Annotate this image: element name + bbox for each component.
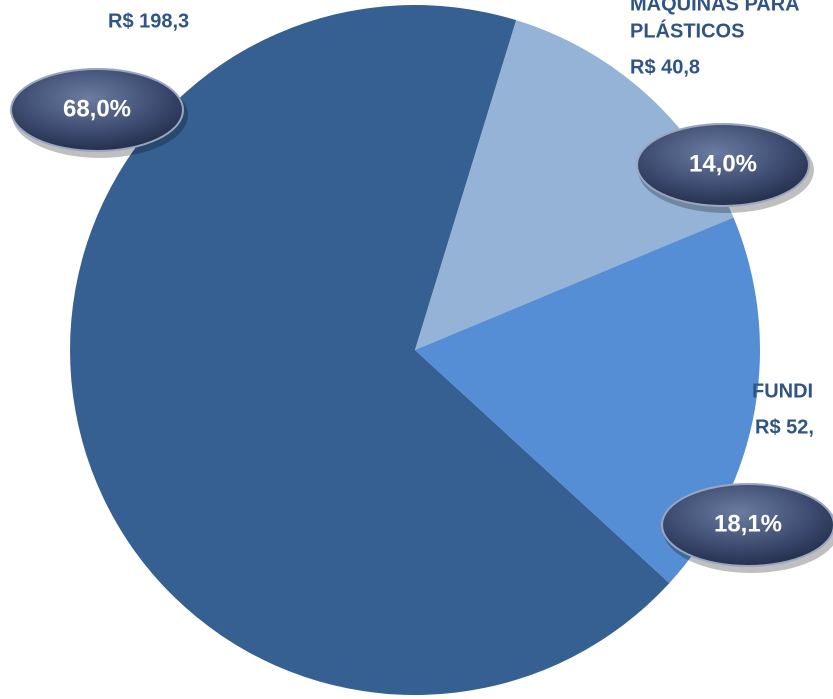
percent-label: 14,0% xyxy=(689,150,757,177)
amount-label: R$ 40,8 xyxy=(630,56,700,78)
pie-slice xyxy=(415,217,760,584)
category-label: PLÁSTICOS xyxy=(630,19,744,42)
label-bubble xyxy=(10,68,184,152)
pie-slice xyxy=(70,5,670,695)
amount-label: R$ 198,3 xyxy=(108,10,189,32)
percent-label: 68,0% xyxy=(63,95,131,122)
amount-label: R$ 52, xyxy=(755,416,814,438)
label-bubble xyxy=(661,483,833,567)
pie-slice xyxy=(415,20,734,351)
category-label: FUNDI xyxy=(752,380,813,402)
percent-label: 18,1% xyxy=(714,510,782,537)
label-bubble xyxy=(636,123,810,207)
category-label: MÁQUINAS PARA xyxy=(630,0,800,15)
